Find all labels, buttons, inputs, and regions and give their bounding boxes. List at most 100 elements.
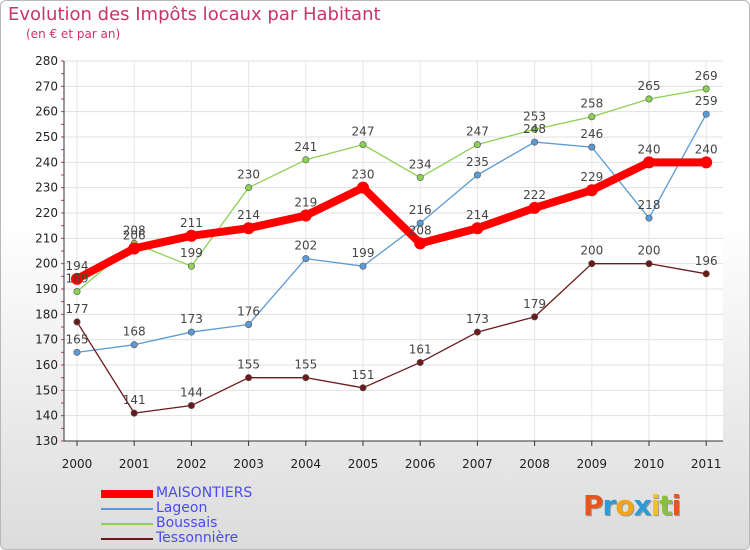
data-point-maisontiers bbox=[299, 209, 312, 222]
x-tick-label: 2010 bbox=[634, 457, 665, 471]
y-tick-label: 210 bbox=[35, 231, 58, 245]
data-label-boussais: 230 bbox=[237, 168, 260, 182]
data-label-lageon: 199 bbox=[352, 246, 375, 260]
data-label-maisontiers: 230 bbox=[352, 168, 375, 182]
x-tick-label: 2002 bbox=[176, 457, 207, 471]
data-label-tessonni-re: 144 bbox=[180, 386, 203, 400]
data-label-boussais: 234 bbox=[409, 158, 432, 172]
data-label-lageon: 259 bbox=[695, 94, 718, 108]
y-tick-label: 270 bbox=[35, 79, 58, 93]
data-label-maisontiers: 222 bbox=[523, 188, 546, 202]
series-line-tessonni-re bbox=[76, 263, 707, 414]
data-label-boussais: 258 bbox=[580, 97, 603, 111]
data-point-boussais bbox=[302, 156, 310, 164]
data-point-lageon bbox=[302, 255, 310, 263]
x-tick-label: 2007 bbox=[462, 457, 493, 471]
data-label-lageon: 218 bbox=[638, 198, 661, 212]
data-point-tessonni-re bbox=[187, 402, 195, 410]
data-point-lageon bbox=[473, 171, 481, 179]
data-point-boussais bbox=[645, 95, 653, 103]
y-tick-label: 180 bbox=[35, 307, 58, 321]
legend-label: Tessonnière bbox=[156, 530, 239, 546]
data-label-tessonni-re: 177 bbox=[66, 302, 89, 316]
data-point-lageon bbox=[588, 143, 596, 151]
logo-letter: o bbox=[615, 489, 634, 522]
y-tick-label: 200 bbox=[35, 257, 58, 271]
logo-letter: P bbox=[583, 489, 604, 522]
data-point-tessonni-re bbox=[588, 260, 596, 268]
data-point-maisontiers bbox=[414, 237, 427, 250]
legend-swatch bbox=[101, 538, 153, 540]
data-label-lageon: 246 bbox=[580, 127, 603, 141]
data-point-tessonni-re bbox=[359, 384, 367, 392]
data-point-lageon bbox=[416, 219, 424, 227]
data-point-tessonni-re bbox=[531, 313, 539, 321]
legend-swatch bbox=[101, 523, 153, 525]
proxiti-logo: Proxiti bbox=[583, 489, 682, 522]
data-point-maisontiers bbox=[643, 156, 655, 169]
data-label-boussais: 247 bbox=[352, 125, 375, 139]
x-tick-label: 2006 bbox=[405, 457, 436, 471]
data-label-boussais: 241 bbox=[294, 140, 317, 154]
data-point-lageon bbox=[245, 320, 253, 328]
data-point-tessonni-re bbox=[416, 358, 424, 366]
data-label-boussais: 208 bbox=[123, 223, 146, 237]
y-tick-label: 190 bbox=[35, 282, 58, 296]
data-point-boussais bbox=[359, 141, 367, 149]
data-point-boussais bbox=[702, 85, 710, 93]
data-label-boussais: 247 bbox=[466, 125, 489, 139]
data-point-maisontiers bbox=[71, 272, 83, 285]
data-label-lageon: 216 bbox=[409, 203, 432, 217]
data-label-tessonni-re: 196 bbox=[695, 254, 718, 268]
data-point-lageon bbox=[359, 262, 367, 270]
data-label-maisontiers: 240 bbox=[695, 142, 718, 156]
data-point-lageon bbox=[531, 138, 539, 146]
data-label-maisontiers: 211 bbox=[180, 216, 203, 230]
data-label-tessonni-re: 141 bbox=[123, 393, 146, 407]
data-label-lageon: 168 bbox=[123, 325, 146, 339]
data-point-maisontiers bbox=[357, 181, 369, 194]
x-tick-label: 2009 bbox=[577, 457, 608, 471]
data-point-lageon bbox=[73, 348, 81, 356]
legend-swatch bbox=[101, 490, 153, 498]
data-point-lageon bbox=[702, 110, 710, 118]
data-label-maisontiers: 219 bbox=[294, 196, 317, 210]
x-tick-label: 2005 bbox=[348, 457, 379, 471]
logo-letter: t bbox=[659, 489, 672, 522]
chart-title: Evolution des Impôts locaux par Habitant bbox=[8, 4, 381, 25]
data-point-boussais bbox=[473, 141, 481, 149]
y-tick-label: 240 bbox=[35, 155, 58, 169]
series-line-boussais bbox=[76, 88, 707, 293]
data-point-maisontiers bbox=[185, 229, 198, 242]
data-point-tessonni-re bbox=[73, 318, 81, 326]
data-point-tessonni-re bbox=[302, 374, 310, 382]
data-point-boussais bbox=[531, 125, 539, 133]
data-label-tessonni-re: 200 bbox=[580, 244, 603, 258]
legend-swatch bbox=[101, 508, 153, 510]
data-label-maisontiers: 229 bbox=[580, 170, 603, 184]
data-point-boussais bbox=[187, 262, 195, 270]
y-tick-label: 220 bbox=[35, 206, 58, 220]
data-label-lageon: 248 bbox=[523, 122, 546, 136]
data-label-tessonni-re: 200 bbox=[638, 244, 661, 258]
data-label-maisontiers: 214 bbox=[237, 208, 260, 222]
data-point-lageon bbox=[187, 328, 195, 336]
data-point-maisontiers bbox=[585, 184, 598, 197]
data-label-lageon: 235 bbox=[466, 155, 489, 169]
logo-letter: i bbox=[671, 489, 682, 522]
x-tick-label: 2004 bbox=[291, 457, 322, 471]
data-point-maisontiers bbox=[242, 222, 255, 235]
data-point-maisontiers bbox=[471, 222, 484, 235]
data-label-lageon: 165 bbox=[66, 332, 89, 346]
series-line-maisontiers bbox=[73, 158, 711, 283]
data-label-tessonni-re: 155 bbox=[237, 358, 260, 372]
y-tick-label: 160 bbox=[35, 358, 58, 372]
data-point-tessonni-re bbox=[245, 374, 253, 382]
data-label-maisontiers: 240 bbox=[638, 142, 661, 156]
y-tick-label: 170 bbox=[35, 333, 58, 347]
y-tick-label: 140 bbox=[35, 409, 58, 423]
data-label-maisontiers: 194 bbox=[66, 259, 89, 273]
data-label-tessonni-re: 173 bbox=[466, 312, 489, 326]
y-tick-label: 130 bbox=[35, 434, 58, 448]
